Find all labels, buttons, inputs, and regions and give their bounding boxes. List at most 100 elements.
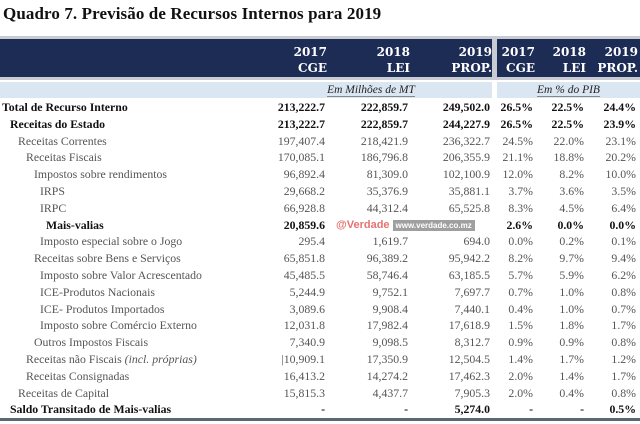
value-cell: 35,881.1 — [448, 184, 490, 198]
pct-cell: 0.4% — [559, 385, 584, 400]
row-label-text: Receitas Fiscais — [26, 150, 102, 165]
pct-cell: 21.1% — [502, 150, 533, 165]
pct-cell: 0.8% — [611, 385, 636, 400]
table-row: Impostos sobre rendimentos 96,892.4 81,309… — [0, 166, 640, 183]
row-label: ICE- Produtos Importados — [40, 301, 165, 318]
header-band-right — [497, 39, 640, 77]
pct-cell: 22.5% — [551, 100, 584, 114]
column-type: LEI — [386, 61, 410, 75]
value-cell: 63,185.5 — [448, 268, 490, 282]
row-label-text: IRPS — [40, 184, 65, 198]
table-row: IRPS 29,668.2 35,376.9 35,881.1 3.7% 3.6% 3.5% — [0, 183, 640, 200]
row-label: Saldo Transitado de Mais-valias — [10, 401, 171, 418]
row-label-text: Receitas não Fiscais — [26, 352, 122, 366]
row-label-text: Receitas de Capital — [18, 385, 110, 400]
row-label: Receitas do Estado — [10, 116, 105, 133]
pct-cell: 4.5% — [559, 200, 584, 215]
table-row: Receitas Fiscais 170,085.1 186,796.8 206,35… — [0, 149, 640, 166]
pct-cell: 3.7% — [508, 184, 533, 198]
value-cell: 206,355.9 — [442, 150, 490, 165]
pct-cell: 22.0% — [553, 133, 584, 148]
value-cell: 58,746.4 — [366, 268, 408, 282]
value-cell: 222,859.7 — [360, 116, 408, 131]
table-row: Receitas do Estado 213,222.7 222,859.7 244,… — [0, 116, 640, 133]
pct-cell: 1.2% — [611, 352, 636, 366]
value-cell: 81,309.0 — [366, 167, 408, 182]
column-year: 2018 — [376, 45, 410, 59]
pct-cell: 0.0% — [557, 217, 584, 232]
value-cell: 1,619.7 — [372, 234, 408, 249]
column-header: 2017 CGE — [465, 44, 535, 76]
table-row: Receitas não Fiscais (incl. próprias) |10,… — [0, 351, 640, 368]
row-label: Receitas Fiscais — [26, 149, 102, 166]
value-cell: 218,421.9 — [360, 133, 408, 148]
pct-cell: 0.1% — [611, 234, 636, 249]
pct-cell: 1.8% — [559, 318, 584, 333]
table-row: Mais-valias 20,859.6 2.6% 0.0% 0.0% — [0, 217, 640, 234]
row-label-note: (incl. próprias) — [124, 352, 197, 366]
column-type: CGE — [298, 61, 327, 75]
value-cell: - — [321, 402, 325, 417]
value-cell: 16,413.2 — [283, 368, 325, 383]
pct-cell: - — [580, 402, 584, 417]
value-cell: 45,485.5 — [283, 268, 325, 282]
pct-cell: 8.2% — [559, 167, 584, 182]
table-row: Imposto especial sobre o Jogo 295.4 1,619.… — [0, 233, 640, 250]
pct-cell: 9.7% — [559, 251, 584, 266]
value-cell: 170,085.1 — [277, 150, 325, 165]
table-row: ICE-Produtos Nacionais 5,244.9 9,752.1 7,69… — [0, 284, 640, 301]
value-cell: 95,942.2 — [448, 251, 490, 266]
pct-cell: 1.4% — [508, 352, 533, 366]
value-cell: 186,796.8 — [360, 150, 408, 165]
table-row: Receitas Correntes 197,407.4 218,421.9 236,… — [0, 133, 640, 150]
pct-cell: 0.5% — [609, 402, 636, 417]
value-cell: 7,340.9 — [289, 335, 325, 350]
value-cell: 236,322.7 — [442, 133, 490, 148]
row-label-text: Receitas Consignadas — [26, 368, 130, 383]
value-cell: 244,227.9 — [442, 116, 490, 131]
column-header: 2019 PROP. — [422, 44, 492, 76]
value-cell: 35,376.9 — [366, 184, 408, 198]
value-cell: 14,274.2 — [366, 368, 408, 383]
value-cell: 5,274.0 — [454, 402, 490, 417]
pct-cell: 0.4% — [508, 301, 533, 316]
pct-cell: 1.5% — [508, 318, 533, 333]
column-year: 2017 — [501, 45, 535, 59]
value-cell: 9,098.5 — [372, 335, 408, 350]
row-label: Total de Recurso Interno — [2, 99, 128, 116]
column-type: PROP. — [451, 61, 492, 75]
row-label: Mais-valias — [46, 217, 104, 234]
table-row: IRPC 66,928.8 44,312.4 65,525.8 8.3% 4.5% 6.4% — [0, 200, 640, 217]
row-label-text: Total de Recurso Interno — [2, 100, 128, 114]
pct-cell: 0.9% — [559, 335, 584, 350]
row-label-text: Outros Impostos Fiscais — [34, 335, 149, 350]
value-cell: 17,350.9 — [366, 352, 408, 366]
row-label-text: Receitas sobre Bens e Serviços — [34, 251, 181, 266]
row-label-text: Receitas do Estado — [10, 116, 106, 131]
row-label-text: Receitas Correntes — [18, 133, 107, 148]
pct-cell: 12.0% — [502, 167, 533, 182]
pct-cell: 10.0% — [605, 167, 636, 182]
row-label: Imposto sobre Comércio Externo — [40, 317, 197, 334]
column-header: 2018 LEI — [340, 44, 410, 76]
pct-cell: 1.7% — [611, 318, 636, 333]
column-header: 2019 PROP. — [568, 44, 638, 76]
pct-cell: 18.8% — [553, 150, 584, 165]
table-row: Imposto sobre Comércio Externo 12,031.8 17… — [0, 317, 640, 334]
value-cell: 9,908.4 — [372, 301, 408, 316]
row-label: Outros Impostos Fiscais — [34, 334, 148, 351]
value-cell: 213,222.7 — [277, 100, 325, 114]
row-label-text: ICE- Produtos Importados — [40, 301, 165, 316]
value-cell: 65,851.8 — [283, 251, 325, 266]
verdade-watermark-logo: @Verdade www.verdade.co.mz — [336, 218, 488, 232]
value-cell: 213,222.7 — [277, 116, 325, 131]
row-label: IRPC — [40, 200, 66, 217]
row-label: Receitas Correntes — [18, 133, 107, 150]
column-year: 2019 — [604, 45, 638, 59]
row-label-text: Imposto sobre Comércio Externo — [40, 318, 197, 333]
value-cell: 20,859.6 — [283, 217, 325, 232]
pct-cell: 1.4% — [559, 368, 584, 383]
pct-cell: 0.8% — [611, 335, 636, 350]
value-cell: 5,244.9 — [289, 284, 325, 299]
value-cell: 7,905.3 — [454, 385, 490, 400]
